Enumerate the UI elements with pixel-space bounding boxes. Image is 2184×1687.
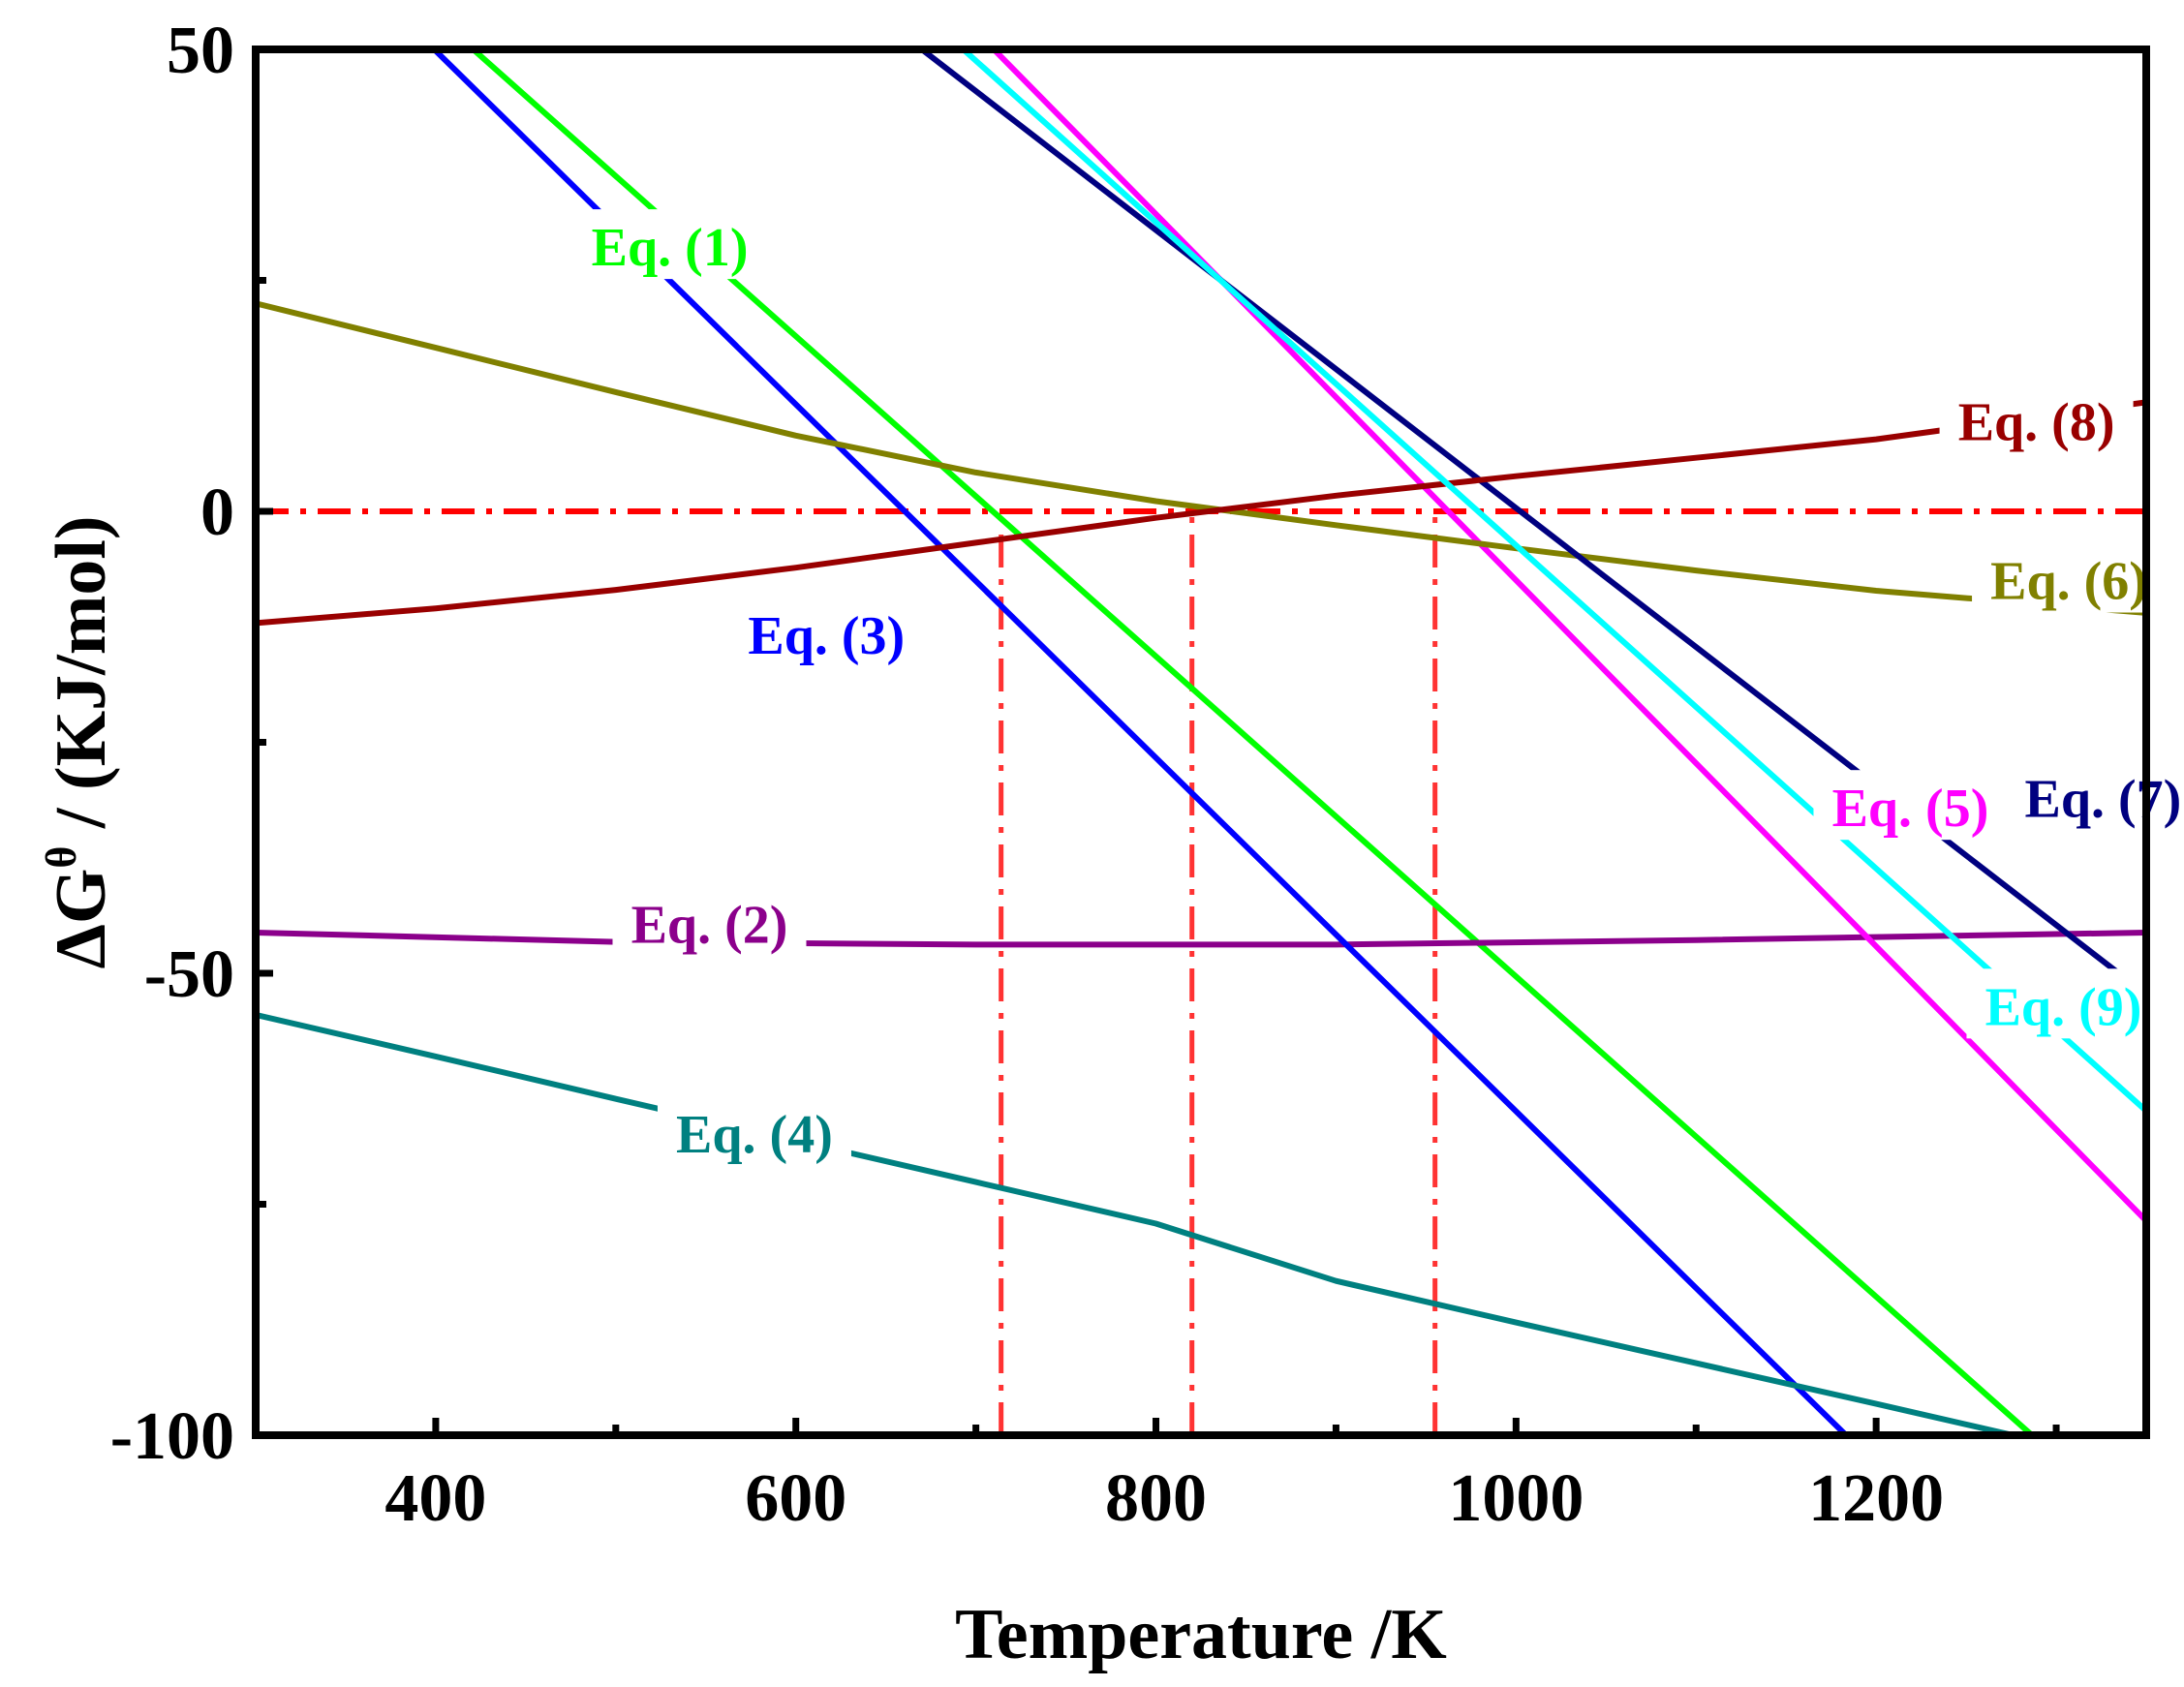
y-tick-label-50: 50 <box>167 14 234 88</box>
label-text: Eq. (2) <box>631 895 788 955</box>
axes: 400 600 800 1000 1200 -100 -50 0 50 <box>110 14 2060 1536</box>
reference-lines <box>256 508 2146 1435</box>
series-line-eq-9 <box>961 49 2146 1114</box>
x-tick-label-800: 800 <box>1105 1461 1207 1536</box>
label-background <box>729 597 924 667</box>
label-text: Eq. (7) <box>2024 770 2181 830</box>
label-text: Eq. (1) <box>592 218 749 278</box>
label-background <box>1939 383 2134 454</box>
series-lines <box>256 49 2146 1435</box>
label-eq-1: Eq. (1) <box>572 209 767 280</box>
label-text: Eq. (9) <box>1985 977 2142 1037</box>
label-text: Eq. (8) <box>1958 392 2115 452</box>
label-eq-6: Eq. (6) <box>1972 542 2167 613</box>
y-tick-label--100: -100 <box>110 1399 234 1474</box>
x-tick-label-1200: 1200 <box>1808 1461 1944 1536</box>
series-line-eq-6 <box>256 300 2146 616</box>
series-line-eq-5 <box>992 49 2146 1223</box>
x-axis-title: Temperature /K <box>955 1595 1447 1674</box>
label-eq-2: Eq. (2) <box>612 886 807 957</box>
series-line-eq-4 <box>256 1011 2026 1435</box>
y-tick-label-0: 0 <box>200 475 234 550</box>
label-text: Eq. (4) <box>676 1105 833 1165</box>
label-background <box>572 209 767 280</box>
label-background <box>1966 968 2161 1039</box>
series-labels: Eq. (1) Eq. (2) Eq. (3) Eq. (4) Eq. (5) Eq. (… <box>572 209 2184 1166</box>
label-eq-5: Eq. (5) <box>1813 770 2008 841</box>
label-eq-8: Eq. (8) <box>1939 383 2134 454</box>
label-eq-4: Eq. (4) <box>657 1095 851 1166</box>
label-background <box>612 886 807 957</box>
y-axis-title: ΔGθ / (KJ/mol) <box>38 515 121 968</box>
x-tick-label-400: 400 <box>385 1461 486 1536</box>
x-tick-label-1000: 1000 <box>1448 1461 1584 1536</box>
y-axis-title-prefix: ΔG <box>42 869 121 969</box>
label-background <box>2006 760 2184 831</box>
series-line-eq-8 <box>256 399 2146 627</box>
label-eq-7: Eq. (7) <box>2006 760 2184 831</box>
y-axis-title-superscript: θ <box>38 846 85 869</box>
label-eq-3: Eq. (3) <box>729 597 924 667</box>
label-text: Eq. (5) <box>1832 779 1989 839</box>
label-text: Eq. (6) <box>1990 552 2147 612</box>
x-tick-label-600: 600 <box>745 1461 846 1536</box>
y-tick-label--50: -50 <box>144 937 234 1012</box>
label-background <box>1813 770 2008 841</box>
y-axis-title-suffix: / (KJ/mol) <box>42 515 121 845</box>
label-eq-9: Eq. (9) <box>1966 968 2161 1039</box>
series-line-eq-2 <box>256 930 2146 948</box>
label-background <box>657 1095 851 1166</box>
label-text: Eq. (3) <box>748 606 905 666</box>
label-background <box>1972 542 2167 613</box>
series-line-eq-3 <box>430 49 1851 1435</box>
series-line-eq-1 <box>469 49 2037 1435</box>
